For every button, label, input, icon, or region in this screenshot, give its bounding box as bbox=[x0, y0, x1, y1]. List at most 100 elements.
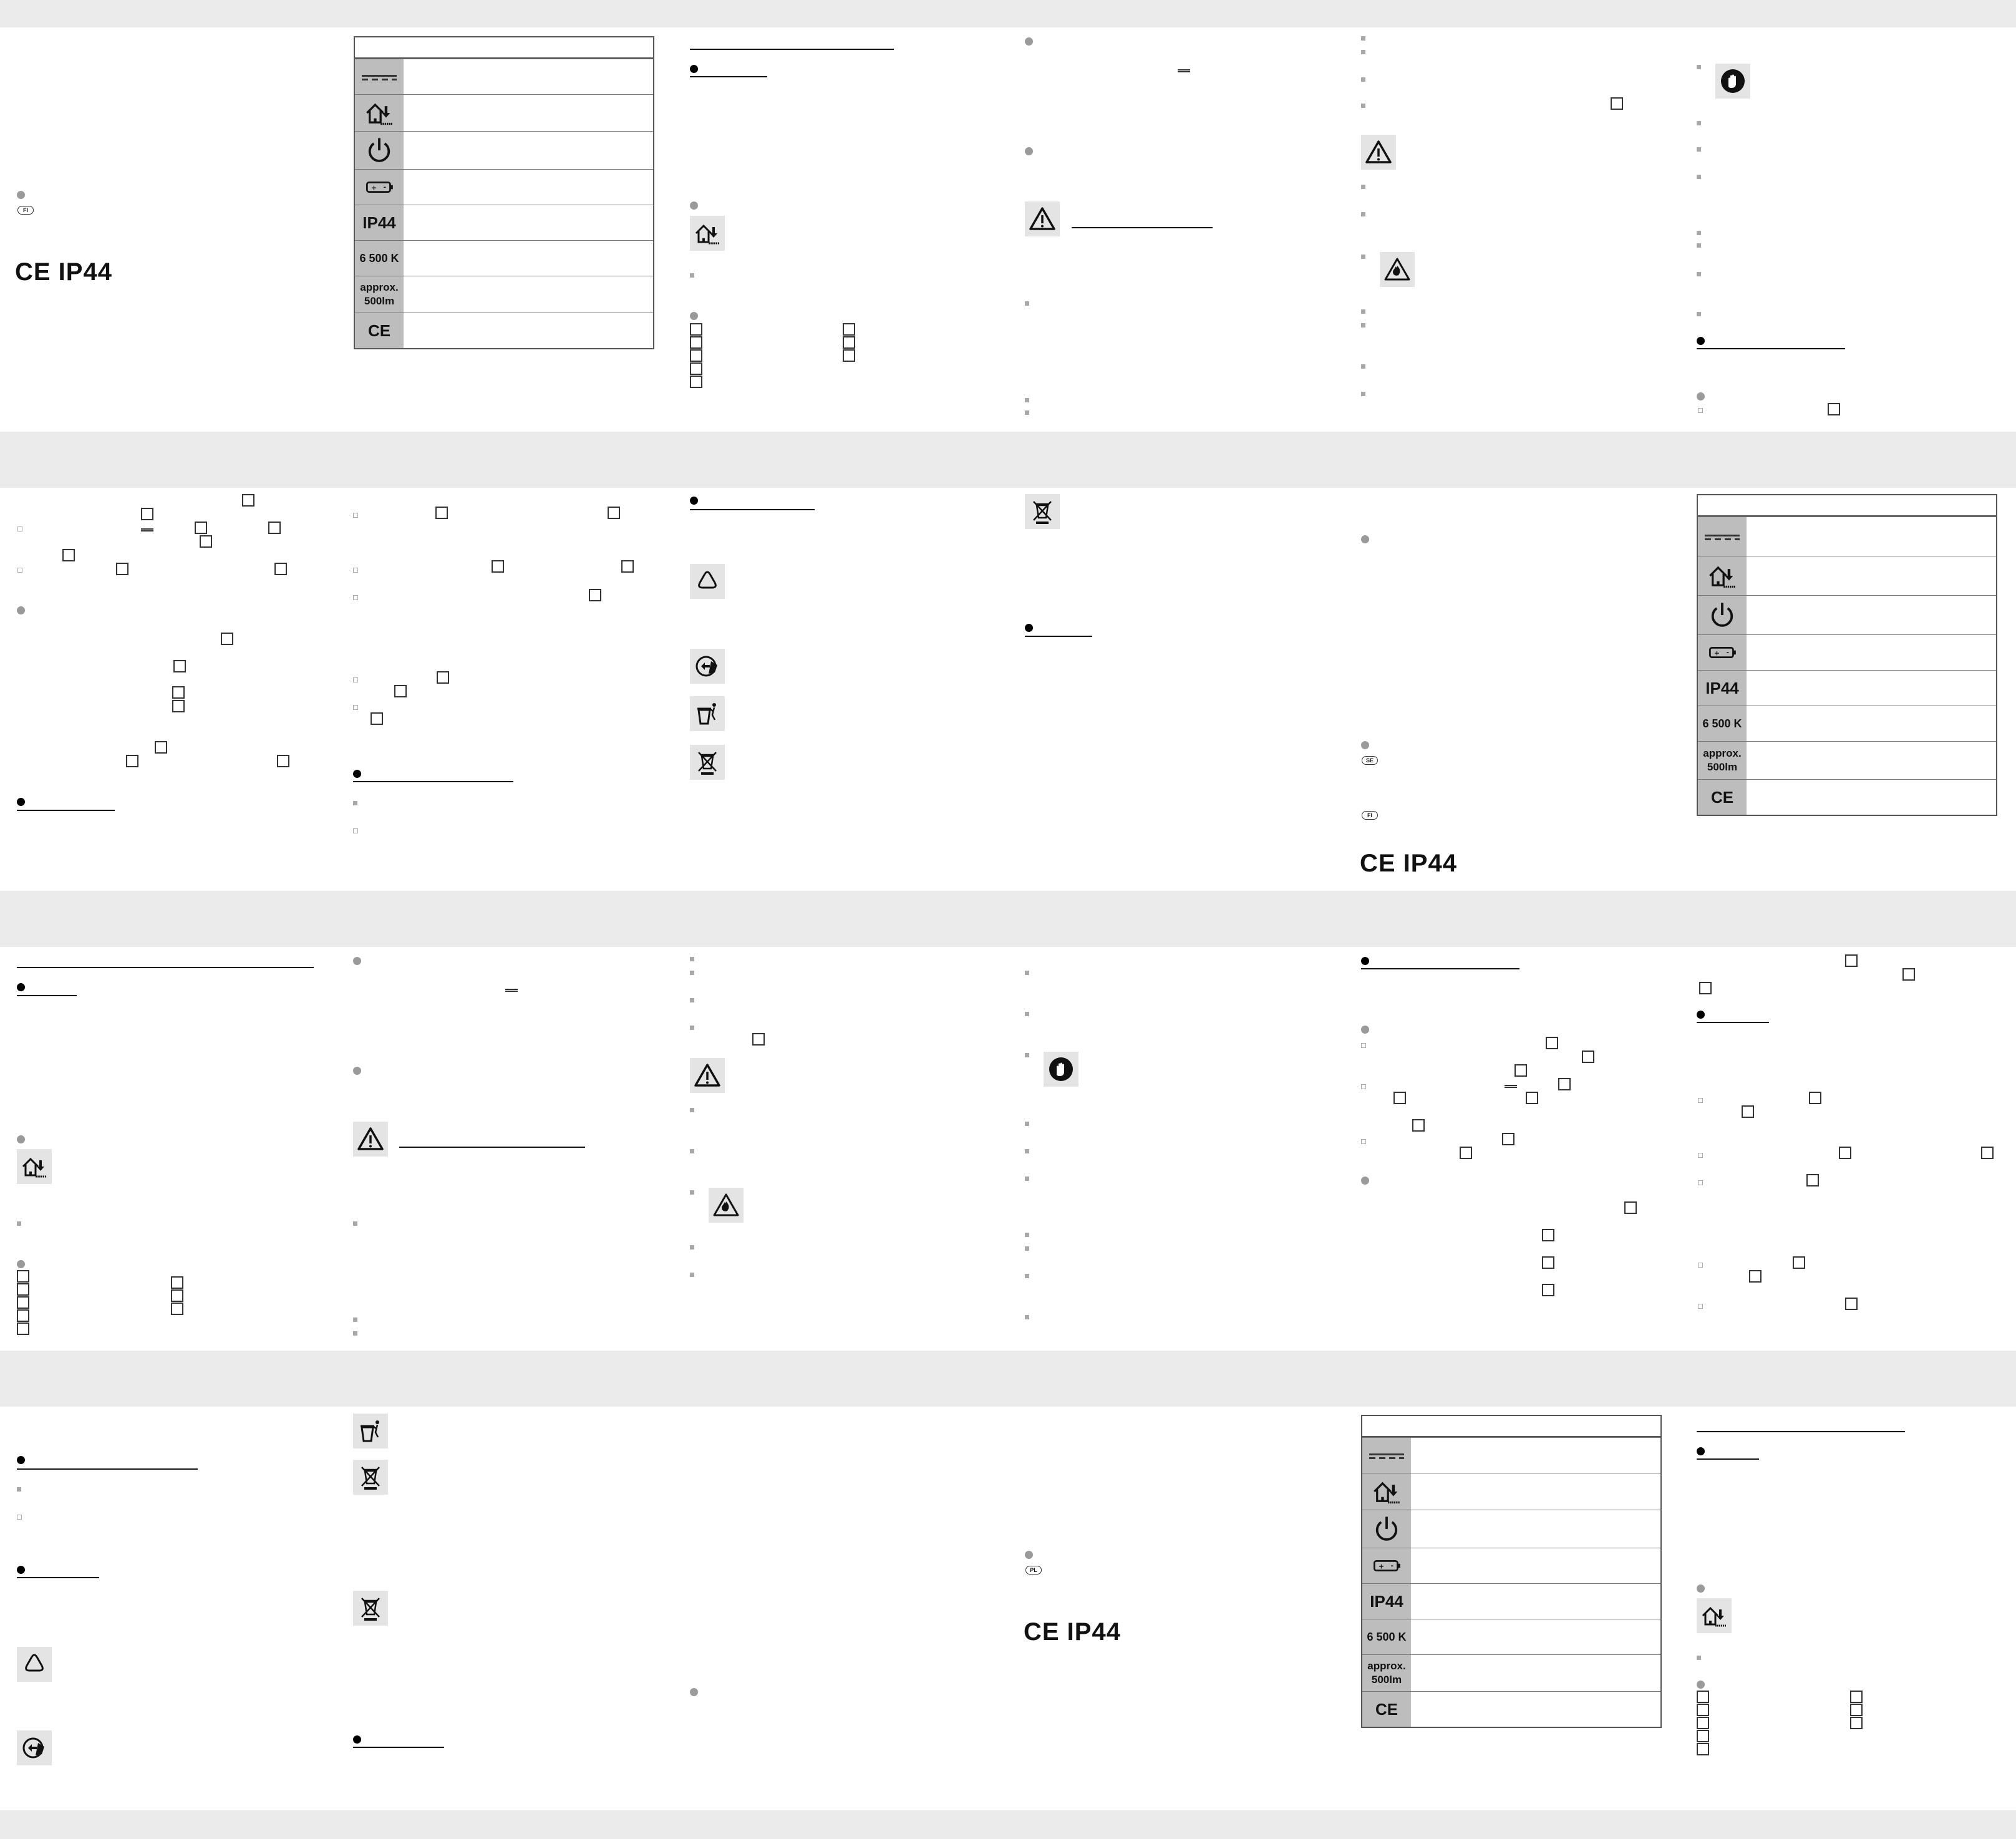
color-temperature: 6 500 K bbox=[1698, 706, 1747, 741]
part-box bbox=[17, 1322, 29, 1335]
part-box bbox=[1742, 1105, 1754, 1118]
list-marker bbox=[1361, 1084, 1366, 1089]
battery-icon bbox=[1362, 1548, 1411, 1583]
list-marker bbox=[1698, 1180, 1703, 1185]
part-box bbox=[1699, 982, 1712, 994]
bullet-dot bbox=[1361, 741, 1369, 749]
part-box bbox=[1981, 1147, 1994, 1159]
list-marker bbox=[1025, 1177, 1029, 1181]
lumen-line-2: 500lm bbox=[1371, 1674, 1402, 1686]
ip-rating: IP44 bbox=[1698, 671, 1747, 706]
part-box bbox=[221, 633, 233, 645]
list-marker bbox=[1697, 1656, 1701, 1660]
list-marker bbox=[1025, 1315, 1029, 1319]
section-bullet bbox=[1697, 1011, 1705, 1019]
bullet-dot bbox=[690, 312, 698, 320]
part-box bbox=[608, 507, 620, 519]
list-marker bbox=[690, 273, 694, 278]
band-top bbox=[0, 0, 2016, 27]
lumen-line-1: approx. bbox=[1703, 747, 1742, 759]
part-box bbox=[17, 1270, 29, 1283]
list-marker bbox=[353, 1221, 357, 1226]
heading-rule bbox=[399, 1147, 585, 1148]
bullet-dot bbox=[17, 191, 25, 199]
list-marker bbox=[690, 1026, 694, 1030]
list-marker bbox=[1361, 1139, 1366, 1144]
part-box bbox=[1393, 1092, 1406, 1104]
ce-mark: CE bbox=[355, 313, 404, 348]
part-box bbox=[1850, 1691, 1863, 1703]
part-box bbox=[690, 336, 702, 349]
bullet-dot bbox=[353, 957, 361, 965]
power-icon bbox=[355, 132, 404, 169]
part-box bbox=[435, 507, 448, 519]
bullet-dot bbox=[1025, 147, 1033, 155]
part-box bbox=[62, 549, 75, 561]
list-marker bbox=[690, 1108, 694, 1112]
heading-rule bbox=[1025, 636, 1092, 637]
part-box bbox=[1526, 1092, 1538, 1104]
list-marker bbox=[1361, 104, 1365, 108]
part-box bbox=[1806, 1174, 1819, 1186]
language-badge-fi: FI bbox=[1362, 811, 1378, 820]
dc-current-icon bbox=[1698, 517, 1747, 556]
bullet-dot bbox=[1697, 1681, 1705, 1689]
list-marker bbox=[1697, 65, 1701, 69]
bullet-dot bbox=[353, 1067, 361, 1075]
crossed-bin-icon bbox=[353, 1591, 388, 1626]
list-marker bbox=[1025, 1053, 1029, 1057]
dc-current-icon bbox=[505, 988, 518, 992]
part-box bbox=[17, 1296, 29, 1309]
gloves-icon bbox=[1715, 64, 1750, 99]
power-icon bbox=[1362, 1510, 1411, 1548]
bullet-dot bbox=[1697, 1584, 1705, 1593]
list-marker bbox=[1697, 147, 1701, 152]
part-box bbox=[171, 1276, 183, 1289]
part-box bbox=[17, 1309, 29, 1322]
list-marker bbox=[1025, 1149, 1029, 1153]
bullet-dot bbox=[17, 1135, 25, 1143]
part-box bbox=[1845, 1298, 1858, 1310]
list-marker bbox=[353, 705, 358, 710]
spec-table: IP44 6 500 K approx. 500lm CE bbox=[1361, 1415, 1662, 1728]
part-box bbox=[843, 323, 855, 336]
part-box bbox=[1412, 1119, 1425, 1132]
list-marker bbox=[353, 677, 358, 682]
list-marker bbox=[1025, 1122, 1029, 1126]
section-bullet bbox=[690, 65, 698, 73]
part-box bbox=[437, 671, 449, 684]
part-box bbox=[1839, 1147, 1851, 1159]
part-box bbox=[116, 563, 128, 575]
heading-rule bbox=[1697, 1022, 1769, 1023]
part-box bbox=[843, 349, 855, 362]
bullet-dot bbox=[1697, 392, 1705, 400]
list-marker bbox=[1025, 971, 1029, 975]
list-marker bbox=[17, 568, 22, 573]
part-box bbox=[843, 336, 855, 349]
part-box bbox=[173, 660, 186, 672]
ce-mark: CE bbox=[1698, 780, 1747, 815]
list-marker bbox=[353, 828, 358, 833]
heading-rule bbox=[17, 995, 77, 996]
list-marker bbox=[353, 801, 357, 805]
part-box bbox=[1850, 1704, 1863, 1716]
part-box bbox=[195, 522, 207, 534]
list-marker bbox=[690, 1273, 694, 1277]
battery-icon bbox=[355, 170, 404, 205]
list-marker bbox=[690, 971, 694, 975]
part-box bbox=[17, 1283, 29, 1296]
list-marker bbox=[1361, 392, 1365, 396]
list-marker bbox=[1698, 1263, 1703, 1268]
crossed-bin-icon bbox=[690, 745, 725, 780]
list-marker bbox=[1025, 1233, 1029, 1237]
section-bullet bbox=[690, 497, 698, 505]
part-box bbox=[690, 323, 702, 336]
part-box bbox=[1624, 1201, 1637, 1214]
fire-warning-icon bbox=[1380, 252, 1415, 287]
language-badge-se: SE bbox=[1362, 756, 1378, 765]
part-box bbox=[1697, 1704, 1709, 1716]
part-box bbox=[171, 1303, 183, 1315]
list-marker bbox=[17, 1221, 21, 1226]
part-box bbox=[274, 563, 287, 575]
heading-rule bbox=[690, 509, 815, 510]
